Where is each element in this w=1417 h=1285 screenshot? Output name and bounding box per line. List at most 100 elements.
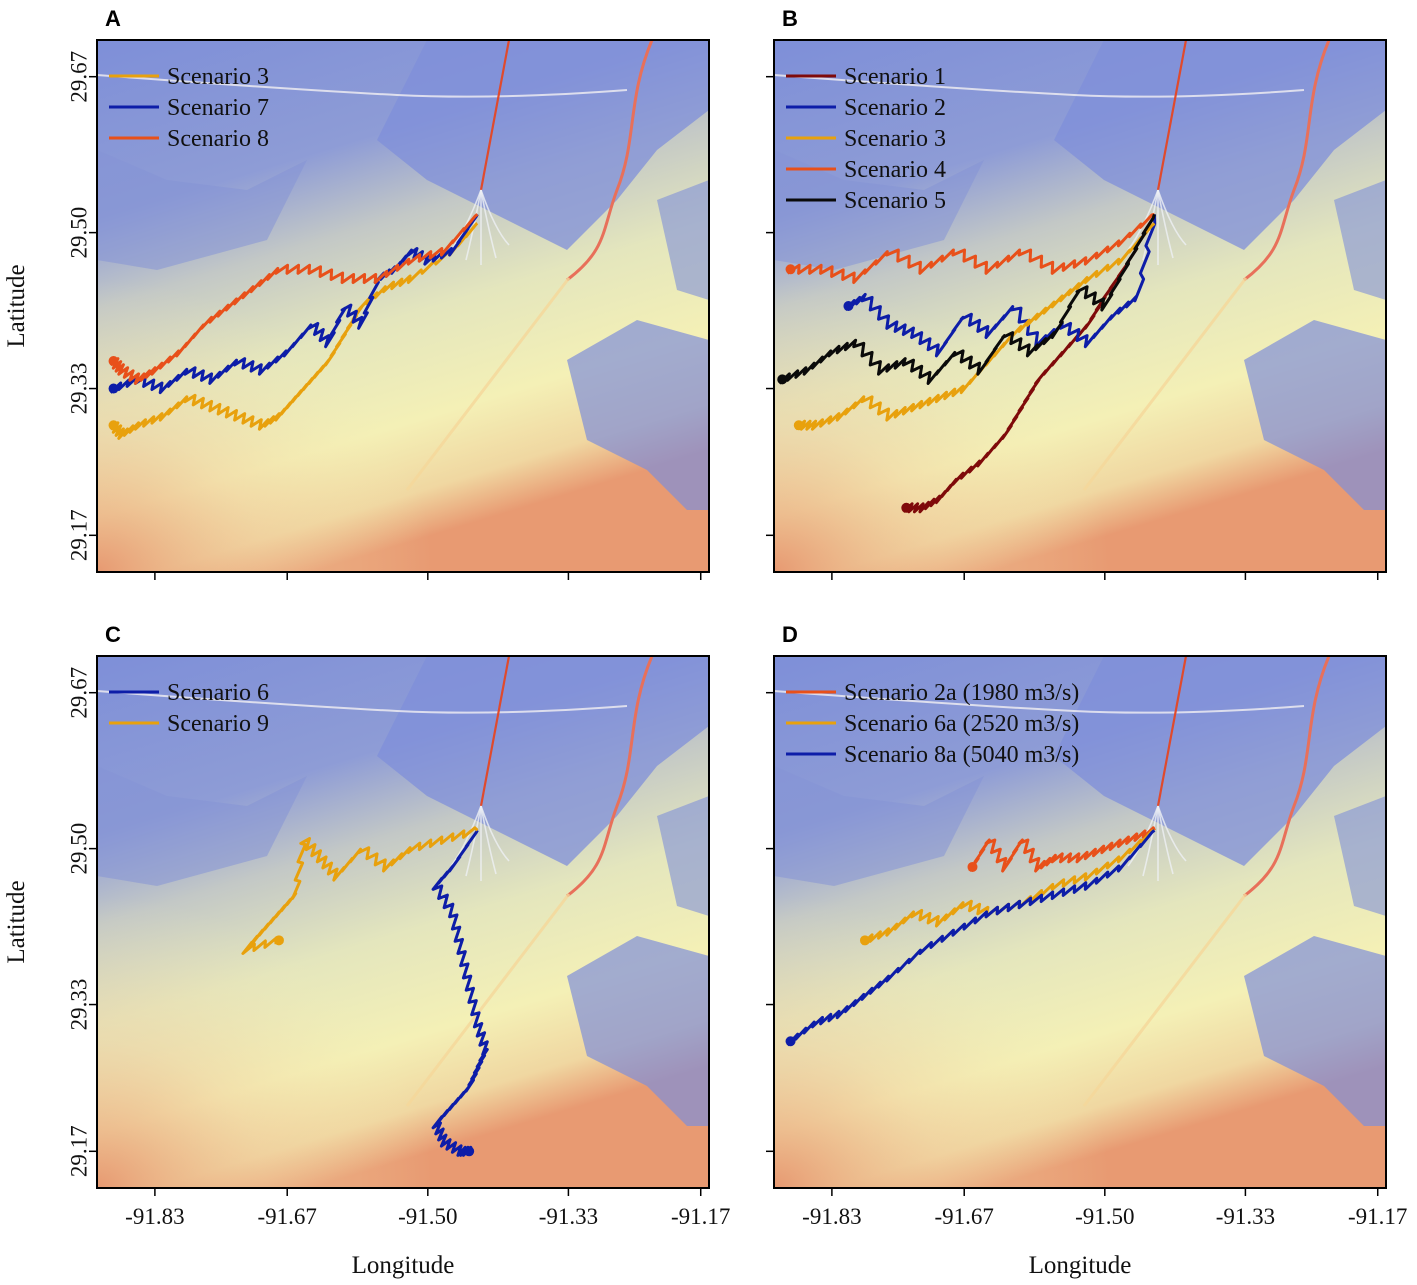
land-mass-north [1054, 656, 1386, 866]
trajectory-line [786, 829, 1156, 1047]
land-mass-southeast [1244, 936, 1386, 1126]
trajectory-endpoint [108, 383, 119, 394]
land-mass-north [1054, 40, 1386, 250]
shoal-west [97, 150, 307, 270]
y-tick-label: 29.67 [67, 667, 92, 719]
land-mass-north [377, 40, 709, 250]
trajectories [108, 213, 479, 440]
channel-west [479, 40, 511, 191]
navigation-channel [1082, 893, 1248, 1107]
panel-C: Scenario 6 Scenario 9 C -91.83 -91.67 -91.50 -… [3, 622, 730, 1279]
panel-letter: B [782, 6, 798, 31]
y-tick-label: 29.67 [67, 51, 92, 103]
legend-label: Scenario 2 [844, 95, 946, 121]
delta-distributary [1157, 189, 1187, 246]
trajectory-endpoint [785, 264, 796, 275]
legend-label: Scenario 8a (5040 m3/s) [844, 742, 1079, 768]
panel-letter: D [782, 622, 798, 647]
trajectory-line [968, 826, 1156, 873]
trajectories [241, 826, 489, 1157]
panel-letter: C [105, 622, 121, 647]
legend-label: Scenario 5 [844, 188, 946, 214]
x-tick-label: -91.17 [671, 1204, 730, 1229]
road-line [774, 690, 1305, 714]
trajectories [777, 212, 1157, 514]
x-tick-label: -91.50 [1075, 1204, 1134, 1229]
trajectory-endpoint [859, 935, 870, 946]
panel-A: Scenario 3 Scenario 7 Scenario 8 A 29.67 29.5… [3, 6, 710, 580]
y-tick-label: 29.50 [67, 823, 92, 875]
map-background [97, 656, 709, 1188]
trajectory-endpoint [901, 502, 912, 513]
x-tick-label: -91.17 [1348, 1204, 1407, 1229]
trajectory-line [778, 213, 1156, 385]
trajectory-line [794, 222, 1156, 431]
x-axis-title: Longitude [352, 1252, 455, 1279]
y-axis-title: Latitude [3, 264, 30, 347]
land-mass-southeast [567, 936, 709, 1126]
channel-east [566, 40, 654, 282]
channel-east [1243, 40, 1331, 282]
trajectory-line [109, 222, 479, 440]
land-mass-southeast [1244, 320, 1386, 510]
land-mass-east [1334, 180, 1386, 300]
channel-west [1156, 656, 1188, 807]
legend: Scenario 2a (1980 m3/s) Scenario 6a (2520… [786, 680, 1079, 768]
shoal-west [774, 150, 984, 270]
y-axis-title: Latitude [3, 880, 30, 963]
shoal-west [774, 766, 984, 886]
plot-frame [773, 655, 1387, 1189]
legend-label: Scenario 4 [844, 157, 946, 183]
road-line [97, 74, 628, 98]
trajectory-line [241, 826, 479, 955]
delta-distributary [1157, 805, 1174, 875]
panel-D: Scenario 2a (1980 m3/s) Scenario 6a (2520… [766, 622, 1407, 1279]
trajectory-endpoint [785, 1036, 796, 1047]
delta-distributary [480, 805, 510, 862]
land-mass-southeast [567, 320, 709, 510]
x-tick-label: -91.33 [1216, 1204, 1275, 1229]
x-tick-label: -91.67 [935, 1204, 994, 1229]
legend-label: Scenario 9 [167, 711, 269, 737]
panel-letter: A [105, 6, 121, 31]
trajectory-endpoint [108, 420, 119, 431]
channel-west [1156, 40, 1188, 191]
x-tick-label: -91.50 [398, 1204, 457, 1229]
legend: Scenario 1 Scenario 2 Scenario 3 Scenario 4… [786, 64, 946, 214]
channel-east [566, 656, 654, 898]
delta-distributary [465, 805, 482, 877]
x-tick-label: -91.83 [125, 1204, 184, 1229]
trajectory-endpoint [793, 420, 804, 431]
legend-label: Scenario 3 [167, 64, 269, 90]
legend-label: Scenario 2a (1980 m3/s) [844, 680, 1079, 706]
legend-label: Scenario 6 [167, 680, 269, 706]
plot-frame [96, 39, 710, 573]
land-mass-east [657, 796, 709, 916]
land-mass-east [657, 180, 709, 300]
plot-frame [96, 655, 710, 1189]
delta-distributary [1142, 805, 1159, 877]
legend-label: Scenario 8 [167, 126, 269, 152]
trajectory-line [431, 829, 489, 1157]
shoal-west [97, 766, 307, 886]
map-background [774, 40, 1386, 572]
navigation-channel [1082, 277, 1248, 491]
panel-B: Scenario 1 Scenario 2 Scenario 3 Scenario 4… [766, 6, 1387, 580]
navigation-channel [405, 277, 571, 491]
trajectory-line [109, 213, 479, 385]
legend-label: Scenario 1 [844, 64, 946, 90]
trajectory-line [109, 213, 479, 395]
legend: Scenario 3 Scenario 7 Scenario 8 [109, 64, 269, 152]
road-line [97, 690, 628, 714]
trajectories [785, 826, 1156, 1047]
delta-distributary [480, 805, 497, 875]
legend-label: Scenario 3 [844, 126, 946, 152]
delta-distributary [480, 189, 497, 259]
x-tick-label: -91.83 [802, 1204, 861, 1229]
plot-frame [773, 39, 1387, 573]
trajectory-line [786, 212, 1155, 284]
land-mass-east [1334, 796, 1386, 916]
y-tick-label: 29.17 [67, 509, 92, 561]
legend: Scenario 6 Scenario 9 [109, 680, 269, 737]
map-background [97, 40, 709, 572]
